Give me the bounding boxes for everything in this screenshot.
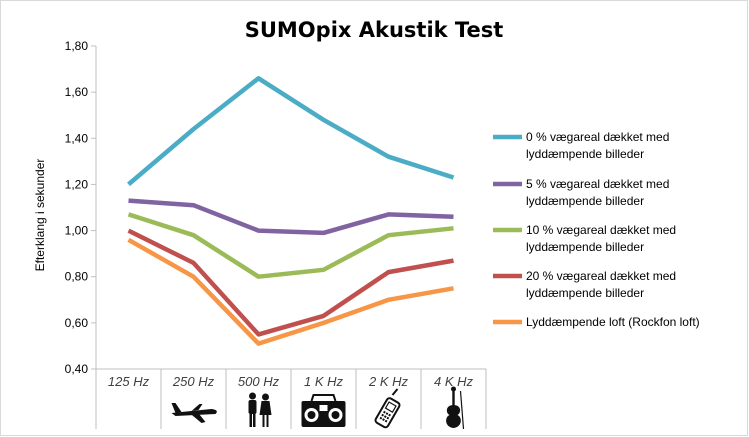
x-tick-label: 125 Hz	[108, 374, 150, 389]
legend: 0 % vægareal dækket med lyddæmpende bille…	[493, 130, 700, 329]
y-tick-label: 1,80	[65, 39, 89, 53]
legend-label: 0 % vægareal dækket med lyddæmpende bille…	[526, 130, 669, 161]
x-axis: 125 Hz 250 Hz 500 Hz 1 K Hz 2 K Hz 4 K Hz	[95, 369, 487, 430]
x-tick-label: 500 Hz	[238, 374, 280, 389]
legend-label: 5 % vægareal dækket med lyddæmpende bille…	[526, 177, 669, 208]
x-tick-label: 2 K Hz	[368, 374, 409, 389]
legend-label: Lyddæmpende loft (Rockfon loft)	[526, 315, 700, 329]
y-tick-label: 0,80	[65, 270, 89, 284]
y-tick-label: 1,60	[65, 85, 89, 99]
series-line-2	[128, 198, 454, 236]
legend-item: 20 % vægareal dækket med lyddæmpende bill…	[493, 269, 676, 300]
legend-item: Lyddæmpende loft (Rockfon loft)	[493, 315, 700, 329]
legend-label: 10 % vægareal dækket med lyddæmpende bill…	[526, 223, 676, 254]
y-tick-label: 1,40	[65, 131, 89, 145]
series-lines	[127, 76, 455, 346]
y-axis-label: Efterklang i sekunder	[33, 159, 47, 272]
y-axis-ticks: 0,40 0,60 0,80 1,00 1,20 1,40 1,60 1,80	[65, 39, 96, 376]
series-line-5	[127, 237, 454, 346]
couple-icon	[248, 392, 272, 427]
legend-item: 5 % vægareal dækket med lyddæmpende bille…	[493, 177, 669, 208]
legend-item: 10 % vægareal dækket med lyddæmpende bill…	[493, 223, 676, 254]
y-tick-label: 1,20	[65, 177, 89, 191]
legend-item: 0 % vægareal dækket med lyddæmpende bille…	[493, 130, 669, 161]
violin-icon	[446, 386, 465, 430]
y-tick-label: 1,00	[65, 224, 89, 238]
x-tick-label: 1 K Hz	[304, 374, 344, 389]
y-tick-label: 0,40	[65, 362, 89, 376]
airplane-icon	[171, 403, 217, 423]
legend-label: 20 % vægareal dækket med lyddæmpende bill…	[526, 269, 676, 300]
chart-title: SUMOpix Akustik Test	[245, 18, 504, 42]
series-line-3	[127, 212, 454, 279]
mobile-phone-icon	[374, 388, 401, 429]
series-line-1	[127, 76, 455, 187]
y-tick-label: 0,60	[65, 316, 89, 330]
x-tick-label: 4 K Hz	[434, 374, 474, 389]
x-tick-label: 250 Hz	[172, 374, 215, 389]
boombox-icon	[301, 394, 346, 427]
series-line-4	[127, 228, 454, 337]
